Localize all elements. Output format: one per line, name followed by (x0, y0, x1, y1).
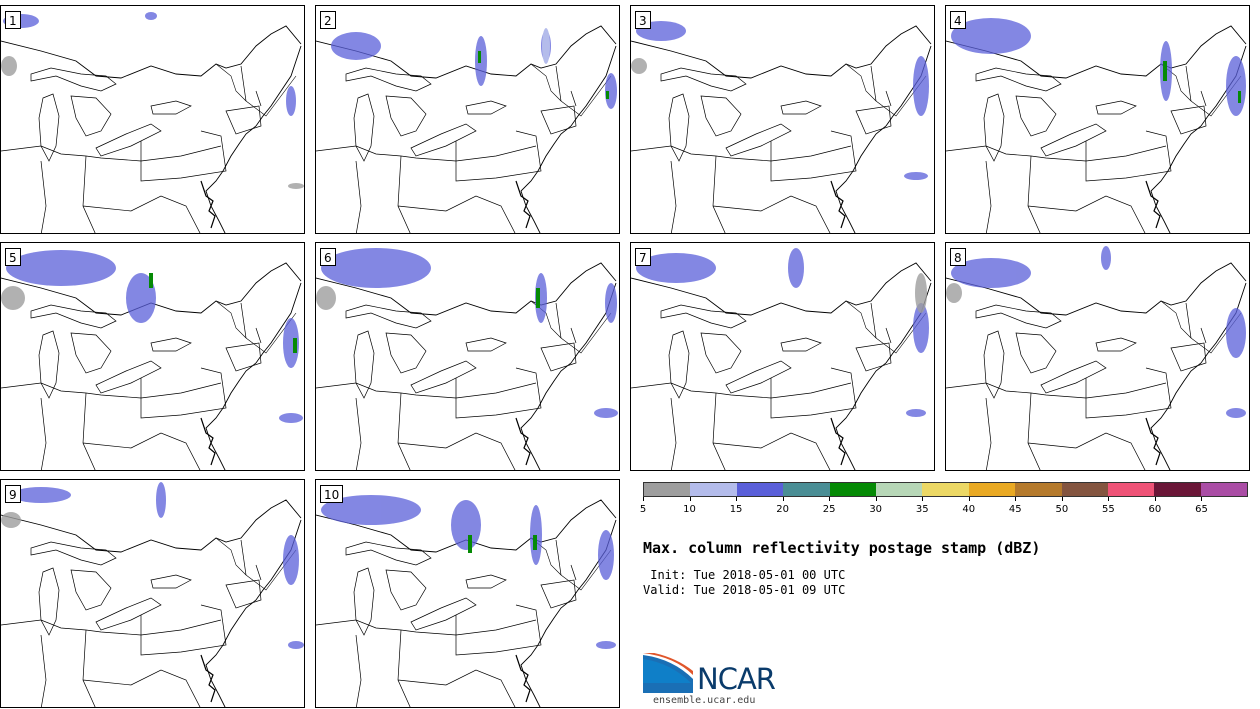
member-panel-9: 9 (0, 479, 305, 708)
member-label: 10 (320, 485, 344, 503)
colorbar-tick-label: 65 (1195, 504, 1208, 515)
colorbar-segment (644, 483, 691, 496)
colorbar-tick-label: 55 (1102, 504, 1115, 515)
colorbar-tick (782, 497, 784, 501)
colorbar-tick-label: 10 (683, 504, 696, 515)
member-panel-3: 3 (630, 5, 935, 234)
reflectivity-map (1, 12, 304, 233)
reflectivity-map (1, 482, 304, 707)
colorbar-tick-label: 45 (1008, 504, 1022, 515)
member-label: 7 (635, 248, 651, 266)
colorbar-tick-label: 25 (822, 504, 836, 515)
colorbar-ticks: 5 10 15 20 25 30 35 40 45 50 55 60 65 (639, 497, 1248, 517)
colorbar-segment (922, 483, 969, 496)
colorbar-tick (1108, 497, 1110, 501)
member-label: 9 (5, 485, 21, 503)
colorbar-tick-label: 50 (1055, 504, 1069, 515)
plot-title: Max. column reflectivity postage stamp (… (643, 539, 1041, 557)
colorbar-tick (829, 497, 831, 501)
reflectivity-colorbar (643, 482, 1248, 497)
colorbar-tick-label: 15 (729, 504, 743, 515)
reflectivity-map (946, 18, 1247, 233)
colorbar-segment (875, 483, 923, 496)
colorbar-segment (829, 483, 876, 496)
colorbar-segment (968, 483, 1016, 496)
member-label: 6 (320, 248, 336, 266)
colorbar-segment (736, 483, 784, 496)
colorbar-tick (1015, 497, 1017, 501)
colorbar-tick-label: 5 (639, 504, 647, 515)
colorbar-tick-label: 35 (915, 504, 929, 515)
member-panel-1: 1 (0, 5, 305, 234)
colorbar-tick (1061, 497, 1063, 501)
colorbar-segment (1200, 483, 1248, 496)
colorbar-tick (968, 497, 970, 501)
colorbar-tick (689, 497, 691, 501)
colorbar-segment (783, 483, 830, 496)
colorbar-tick-label: 60 (1148, 504, 1162, 515)
member-label: 5 (5, 248, 21, 266)
valid-time: Valid: Tue 2018-05-01 09 UTC (643, 583, 846, 597)
colorbar-segment (1154, 483, 1201, 496)
reflectivity-map (946, 246, 1247, 470)
reflectivity-map (316, 25, 617, 233)
colorbar-tick (875, 497, 877, 501)
colorbar-segment (690, 483, 737, 496)
member-panel-4: 4 (945, 5, 1250, 234)
member-label: 2 (320, 11, 336, 29)
colorbar-segment (1107, 483, 1155, 496)
member-label: 1 (5, 11, 21, 29)
colorbar-segment (1061, 483, 1108, 496)
member-panel-10: 10 (315, 479, 620, 708)
member-label: 4 (950, 11, 966, 29)
website-link[interactable]: ensemble.ucar.edu (653, 695, 756, 706)
reflectivity-map (316, 495, 617, 707)
ncar-logo-icon (643, 653, 693, 693)
member-panel-5: 5 (0, 242, 305, 471)
init-time: Init: Tue 2018-05-01 00 UTC (643, 568, 846, 582)
colorbar-tick-label: 40 (962, 504, 976, 515)
reflectivity-map (1, 250, 303, 470)
reflectivity-map (631, 248, 932, 470)
colorbar-tick (643, 497, 644, 501)
colorbar-tick (736, 497, 738, 501)
colorbar-tick (1201, 497, 1203, 501)
logo-text: NCAR (697, 662, 776, 696)
colorbar-tick (1154, 497, 1156, 501)
colorbar-tick (922, 497, 924, 501)
reflectivity-map (631, 21, 932, 233)
member-label: 8 (950, 248, 966, 266)
member-panel-2: 2 (315, 5, 620, 234)
member-panel-8: 8 (945, 242, 1250, 471)
colorbar-segment (1015, 483, 1062, 496)
member-label: 3 (635, 11, 651, 29)
colorbar-tick-label: 20 (776, 504, 789, 515)
reflectivity-map (316, 248, 618, 470)
colorbar-tick-label: 30 (869, 504, 883, 515)
member-panel-6: 6 (315, 242, 620, 471)
member-panel-7: 7 (630, 242, 935, 471)
